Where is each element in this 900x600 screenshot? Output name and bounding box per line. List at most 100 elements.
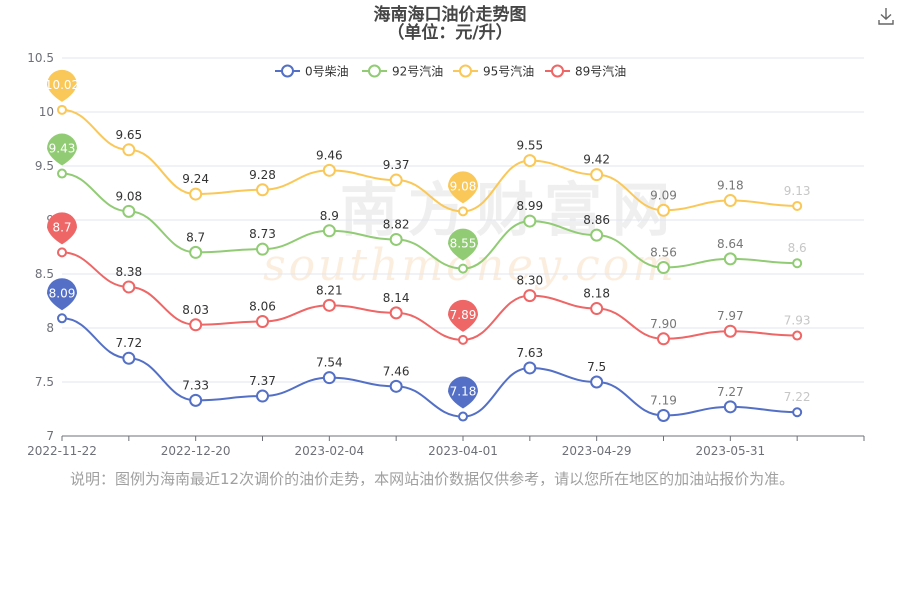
data-label: 9.28 xyxy=(249,168,276,182)
chart-subtitle: （单位：元/升） xyxy=(387,22,512,43)
series-layer xyxy=(57,104,803,422)
data-label: 8.82 xyxy=(383,217,410,231)
series-0 xyxy=(57,313,803,422)
data-label: 9.09 xyxy=(650,188,677,202)
data-label: 9.37 xyxy=(383,158,410,172)
legend-marker xyxy=(281,64,294,78)
data-label: 7.37 xyxy=(249,374,276,388)
marker-pin: 8.7 xyxy=(47,212,77,245)
data-point xyxy=(389,379,403,393)
data-point xyxy=(590,302,604,316)
data-point xyxy=(189,318,203,332)
marker-pin: 7.18 xyxy=(448,376,478,409)
legend-label: 89号汽油 xyxy=(575,64,626,79)
series-1 xyxy=(57,168,803,275)
pin-label: 8.09 xyxy=(49,286,76,300)
pin-shape xyxy=(47,212,77,245)
data-point xyxy=(523,361,537,375)
legend-marker xyxy=(551,64,564,78)
data-point xyxy=(792,200,803,211)
marker-pin: 7.89 xyxy=(448,299,478,332)
y-tick-label: 7 xyxy=(46,429,54,443)
data-label: 7.19 xyxy=(650,393,677,407)
data-point xyxy=(723,194,737,208)
data-point xyxy=(189,245,203,259)
data-point xyxy=(389,173,403,187)
data-point xyxy=(122,280,136,294)
legend-item[interactable]: 92号汽油 xyxy=(362,64,443,79)
data-label: 9.18 xyxy=(717,179,744,193)
data-label: 8.86 xyxy=(583,213,610,227)
legend-label: 95号汽油 xyxy=(483,64,534,79)
data-point xyxy=(523,154,537,168)
data-label: 7.63 xyxy=(516,346,543,360)
data-label: 9.46 xyxy=(316,148,343,162)
data-point xyxy=(256,389,269,403)
data-label: 9.13 xyxy=(784,184,811,198)
legend-item[interactable]: 0号柴油 xyxy=(275,64,349,79)
data-point xyxy=(458,206,468,217)
legend-item[interactable]: 95号汽油 xyxy=(453,64,534,79)
pin-shape xyxy=(448,171,478,204)
data-point xyxy=(590,168,604,182)
data-label: 9.65 xyxy=(115,128,142,142)
chart-title: 海南海口油价走势图 xyxy=(374,4,527,25)
legend-marker xyxy=(459,64,472,78)
marker-pin: 9.43 xyxy=(47,133,77,166)
data-point xyxy=(57,313,67,324)
data-label: 7.72 xyxy=(115,336,142,350)
pin-label: 8.7 xyxy=(52,220,71,234)
data-point xyxy=(458,334,468,345)
data-point xyxy=(792,407,803,418)
data-point xyxy=(57,247,67,258)
pin-shape xyxy=(47,69,77,102)
pin-shape xyxy=(47,133,77,166)
data-label: 8.30 xyxy=(516,274,543,288)
data-label: 8.6 xyxy=(788,241,807,255)
x-tick-label: 2023-02-04 xyxy=(294,444,364,458)
data-label: 7.46 xyxy=(383,364,410,378)
y-tick-label: 10.5 xyxy=(27,51,54,65)
data-label: 7.27 xyxy=(717,385,744,399)
data-point xyxy=(657,408,670,422)
axes: 2022-11-22 2022-12-20 2023-02-04 2023-04-01… xyxy=(27,435,865,458)
data-label: 9.55 xyxy=(516,139,543,153)
data-point xyxy=(723,252,737,266)
data-point xyxy=(458,263,468,274)
data-point xyxy=(590,375,604,389)
marker-pin: 8.55 xyxy=(448,228,478,261)
data-point xyxy=(122,351,136,365)
pin-label: 9.08 xyxy=(450,179,477,193)
pin-layer: 8.09 7.18 9.43 8.55 10.02 9.08 8.7 7.89 xyxy=(45,69,478,409)
data-label: 9.08 xyxy=(115,189,142,203)
data-label: 8.06 xyxy=(249,300,276,314)
series-line xyxy=(61,317,798,418)
data-point xyxy=(590,228,604,242)
pin-label: 9.43 xyxy=(49,142,76,156)
data-label: 8.38 xyxy=(115,265,142,279)
legend-label: 0号柴油 xyxy=(305,65,349,79)
marker-pin: 10.02 xyxy=(45,69,79,102)
label-layer: 7.72 7.33 7.37 7.54 7.46 7.63 7.5 7.19 7.27 7.22 9… xyxy=(115,128,810,408)
data-point xyxy=(57,104,67,115)
data-label: 8.56 xyxy=(650,246,677,260)
y-tick-label: 8 xyxy=(46,321,54,335)
series-2 xyxy=(57,104,803,217)
data-point xyxy=(322,298,336,312)
data-point xyxy=(657,203,670,217)
data-label: 9.24 xyxy=(182,172,209,186)
legend-item[interactable]: 89号汽油 xyxy=(545,64,626,79)
x-tick-label: 2022-12-20 xyxy=(161,444,231,458)
pin-label: 7.18 xyxy=(450,385,477,399)
x-tick-label: 2023-05-31 xyxy=(695,444,765,458)
y-tick-label: 8.5 xyxy=(35,267,54,281)
data-point xyxy=(256,315,269,329)
data-label: 7.22 xyxy=(784,390,811,404)
legend[interactable]: 0号柴油 92号汽油 95号汽油 89号汽油 xyxy=(275,64,626,79)
data-point xyxy=(122,143,136,157)
download-icon[interactable] xyxy=(876,6,896,26)
data-point xyxy=(122,204,136,218)
x-tick-label: 2023-04-29 xyxy=(562,444,632,458)
data-point xyxy=(792,330,803,341)
